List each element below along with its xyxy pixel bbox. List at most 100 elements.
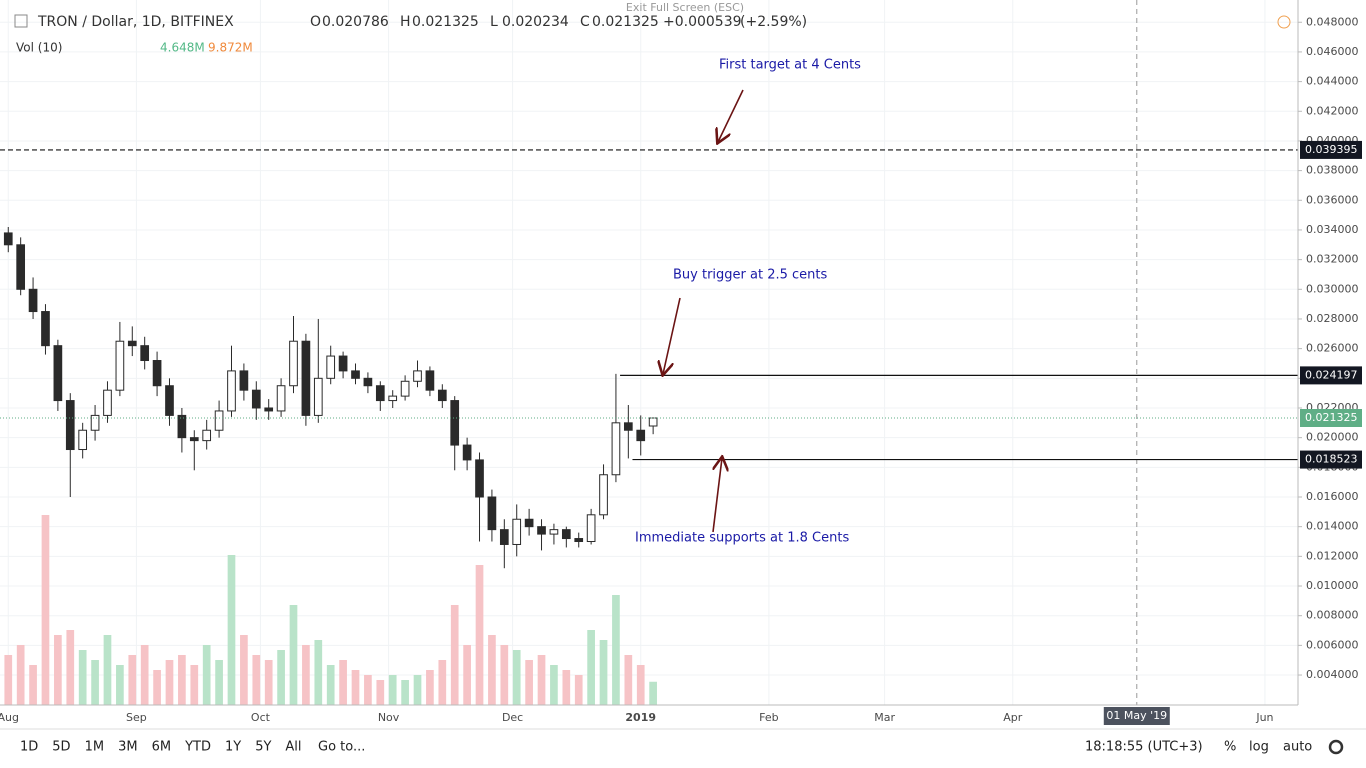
volume-label: Vol (10): [16, 41, 62, 55]
range-button[interactable]: 5Y: [255, 740, 271, 755]
y-tick-label: 0.048000: [1306, 15, 1359, 28]
volume-bar: [264, 660, 273, 705]
volume-bar: [66, 630, 75, 705]
candle-body: [78, 429, 88, 451]
arrow: [712, 458, 722, 533]
candle-body: [289, 340, 298, 387]
volume-bar: [314, 640, 323, 705]
candle-body: [611, 422, 621, 476]
x-tick-label: Nov: [378, 711, 400, 724]
volume-bar: [587, 630, 595, 705]
range-button[interactable]: 6M: [152, 740, 172, 755]
log-toggle[interactable]: log: [1249, 740, 1269, 755]
candle-body: [251, 389, 261, 409]
x-tick-label: Aug: [0, 711, 19, 724]
range-button[interactable]: 1Y: [225, 740, 241, 755]
volume-bar: [202, 645, 211, 705]
volume-bar: [252, 655, 261, 705]
last-price-label-bg: [1300, 409, 1362, 428]
volume-value: 4.648M: [160, 41, 205, 55]
warning-icon[interactable]: [1277, 15, 1291, 29]
range-button[interactable]: All: [285, 740, 301, 755]
level-label-bg: [1300, 450, 1362, 469]
candle-body: [512, 518, 522, 545]
symbol-title[interactable]: TRON / Dollar, 1D, BITFINEX: [37, 14, 234, 30]
candle-body: [53, 345, 63, 402]
volume-bar: [636, 665, 645, 705]
ohlc-key: O: [310, 14, 321, 30]
collapse-icon[interactable]: [14, 14, 28, 28]
y-tick-label: 0.042000: [1306, 104, 1359, 117]
candle-body: [189, 437, 199, 442]
volume-bar: [215, 660, 223, 705]
candle-body: [636, 429, 646, 442]
candle-body: [450, 400, 460, 446]
volume-bar: [488, 635, 496, 705]
candle-body: [400, 380, 410, 397]
candle-body: [326, 355, 336, 379]
range-button[interactable]: 5D: [52, 740, 70, 755]
exit-fullscreen[interactable]: Exit Full Screen (ESC): [626, 1, 744, 14]
volume-bar: [4, 655, 13, 705]
candle-body: [165, 385, 174, 416]
volume-bar: [500, 645, 509, 705]
volume-bar: [450, 605, 459, 705]
settings-icon[interactable]: [1328, 739, 1344, 755]
volume-bar: [574, 675, 583, 705]
goto-button[interactable]: Go to...: [318, 740, 365, 755]
candle-body: [3, 232, 13, 246]
volume-bar: [401, 680, 409, 705]
volume-bar: [649, 681, 657, 705]
volume-bar: [475, 565, 484, 705]
arrow: [718, 89, 744, 142]
candle-body: [499, 529, 509, 545]
y-tick-label: 0.026000: [1306, 342, 1359, 355]
candle-body: [413, 370, 422, 382]
volume-bar: [339, 660, 347, 705]
candle-body: [623, 422, 633, 431]
volume-bar: [512, 650, 521, 705]
candle-body: [487, 496, 497, 531]
auto-toggle[interactable]: auto: [1283, 740, 1312, 755]
candle-body: [152, 360, 162, 387]
candle-body: [388, 395, 398, 402]
y-tick-label: 0.044000: [1306, 75, 1359, 88]
candle-body: [140, 345, 150, 362]
volume-bar: [388, 675, 397, 705]
volume-bar: [140, 645, 149, 705]
volume-bar: [364, 675, 372, 705]
candle-body: [103, 389, 112, 416]
y-tick-label: 0.010000: [1306, 579, 1359, 592]
volume-bar: [438, 660, 447, 705]
y-tick-label: 0.020000: [1306, 431, 1359, 444]
range-button[interactable]: 3M: [118, 740, 138, 755]
x-tick-label: 2019: [625, 711, 656, 724]
percent-toggle[interactable]: %: [1224, 740, 1236, 755]
candle-body: [599, 474, 608, 516]
volume-bar: [326, 665, 335, 705]
ohlc-value: 0.020234: [502, 14, 569, 30]
annotation: Immediate supports at 1.8 Cents: [635, 531, 849, 546]
range-button[interactable]: 1D: [20, 740, 38, 755]
y-tick-label: 0.012000: [1306, 549, 1359, 562]
candle-body: [214, 410, 224, 431]
volume-bar: [550, 665, 558, 705]
ohlc-key: L: [490, 14, 498, 30]
y-tick-label: 0.014000: [1306, 520, 1359, 533]
volume-bar: [190, 665, 199, 705]
candle-body: [202, 429, 212, 442]
y-tick-label: 0.038000: [1306, 164, 1359, 177]
candle-body: [276, 385, 286, 412]
volume-bar: [116, 665, 124, 705]
volume-bar: [240, 635, 248, 705]
volume-ma-value: 9.872M: [208, 41, 253, 55]
range-button[interactable]: YTD: [184, 740, 211, 755]
candle-body: [16, 244, 26, 290]
range-button[interactable]: 1M: [85, 740, 105, 755]
price-axis: [1298, 0, 1366, 705]
volume-bar: [41, 515, 50, 705]
volume-bar: [277, 650, 285, 705]
volume-bar: [537, 655, 546, 705]
level-label: 0.039395: [1305, 143, 1358, 156]
